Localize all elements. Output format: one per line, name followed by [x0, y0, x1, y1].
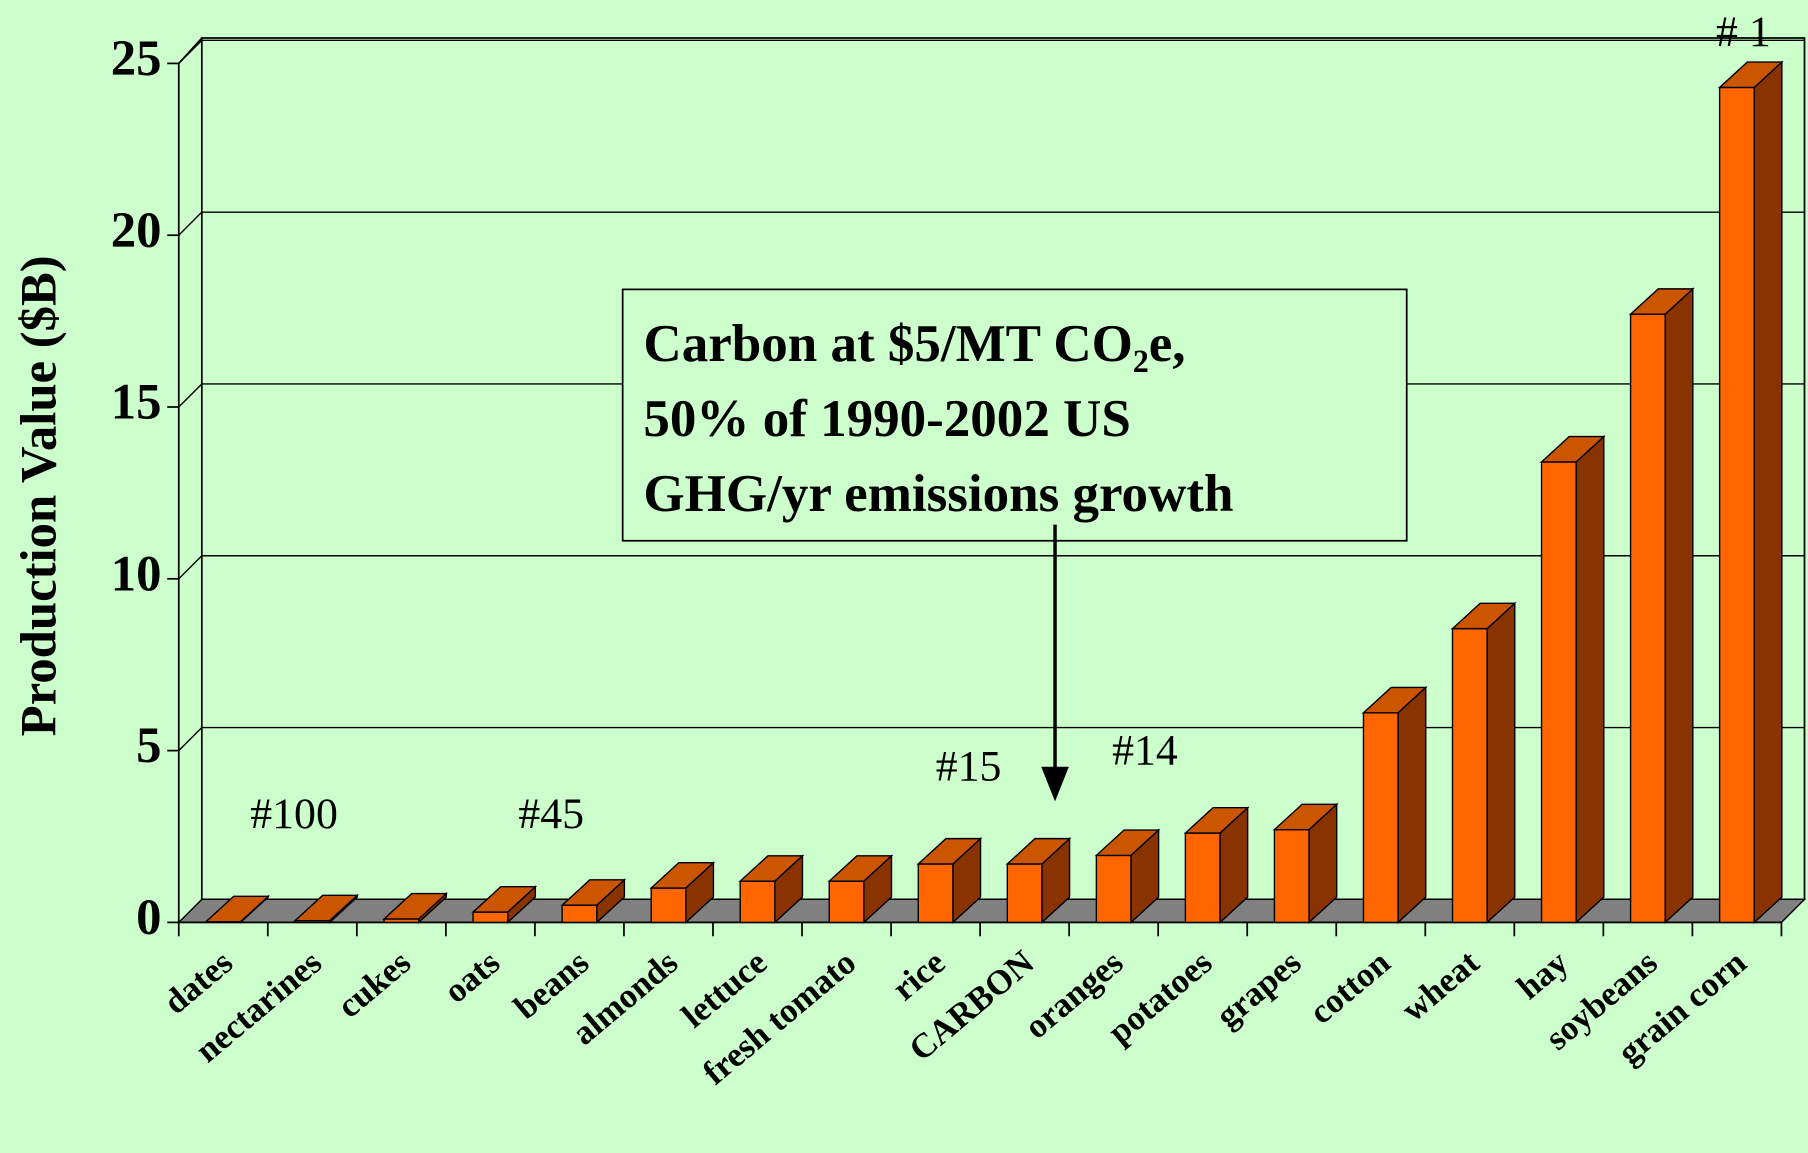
bar-top	[382, 892, 449, 920]
bar	[1540, 461, 1577, 924]
callout-text: Carbon at $5/MT CO₂e,	[643, 315, 1185, 373]
bar-top	[649, 861, 716, 889]
bar	[917, 863, 954, 924]
bar	[1718, 86, 1755, 924]
bar	[1184, 832, 1221, 924]
bar	[828, 880, 865, 924]
y-tick-label: 15	[111, 374, 162, 430]
bar-top	[204, 895, 271, 923]
bar-side	[1753, 60, 1783, 924]
bar	[650, 887, 687, 924]
bar-top	[916, 837, 983, 865]
bar	[1095, 854, 1132, 924]
bar-top	[1628, 288, 1695, 315]
bar-top	[1539, 435, 1606, 463]
bar-side	[1397, 685, 1427, 924]
bar-top	[471, 886, 538, 913]
grid-line	[178, 383, 203, 408]
bar-top	[1361, 686, 1428, 714]
y-tick-label: 25	[111, 30, 162, 86]
bar	[1451, 627, 1488, 924]
bar	[1006, 863, 1043, 924]
bar-top	[827, 855, 894, 882]
bar-top	[1272, 803, 1339, 831]
bar	[1362, 712, 1399, 924]
annotation: #15	[936, 743, 1002, 791]
grid-line	[178, 211, 203, 236]
y-tick-label: 5	[136, 717, 161, 773]
y-tick-label: 0	[136, 889, 161, 945]
bar	[739, 880, 776, 924]
bar-top	[1717, 61, 1784, 89]
bar-top	[1005, 837, 1072, 865]
y-tick-label: 10	[111, 545, 162, 601]
y-tick-label: 20	[111, 202, 162, 258]
bar	[472, 911, 509, 924]
bar	[1273, 828, 1310, 924]
bar-top	[1183, 807, 1250, 834]
bar-side	[1575, 435, 1605, 924]
bar-top	[560, 879, 627, 906]
annotation: #100	[250, 790, 338, 838]
bar-top	[1450, 602, 1517, 630]
bar-side	[1664, 287, 1694, 924]
arrow-head	[1041, 766, 1069, 802]
annotation: #14	[1112, 726, 1178, 774]
callout-box	[621, 288, 1408, 542]
grid-line	[178, 555, 203, 580]
grid-line	[178, 727, 203, 752]
annotation: #45	[518, 790, 584, 838]
bar-side	[1486, 601, 1516, 924]
bar	[1629, 313, 1666, 924]
callout-text: GHG/yr emissions growth	[643, 465, 1233, 523]
grid-line	[178, 39, 203, 64]
callout-text: 50% of 1990-2002 US	[643, 390, 1130, 448]
bar-top	[738, 855, 805, 882]
bar	[561, 904, 598, 924]
y-axis-label: Production Value ($B)	[11, 255, 67, 736]
annotation: # 1	[1716, 8, 1771, 56]
bar-top	[1094, 829, 1161, 857]
bar-top	[293, 894, 360, 922]
